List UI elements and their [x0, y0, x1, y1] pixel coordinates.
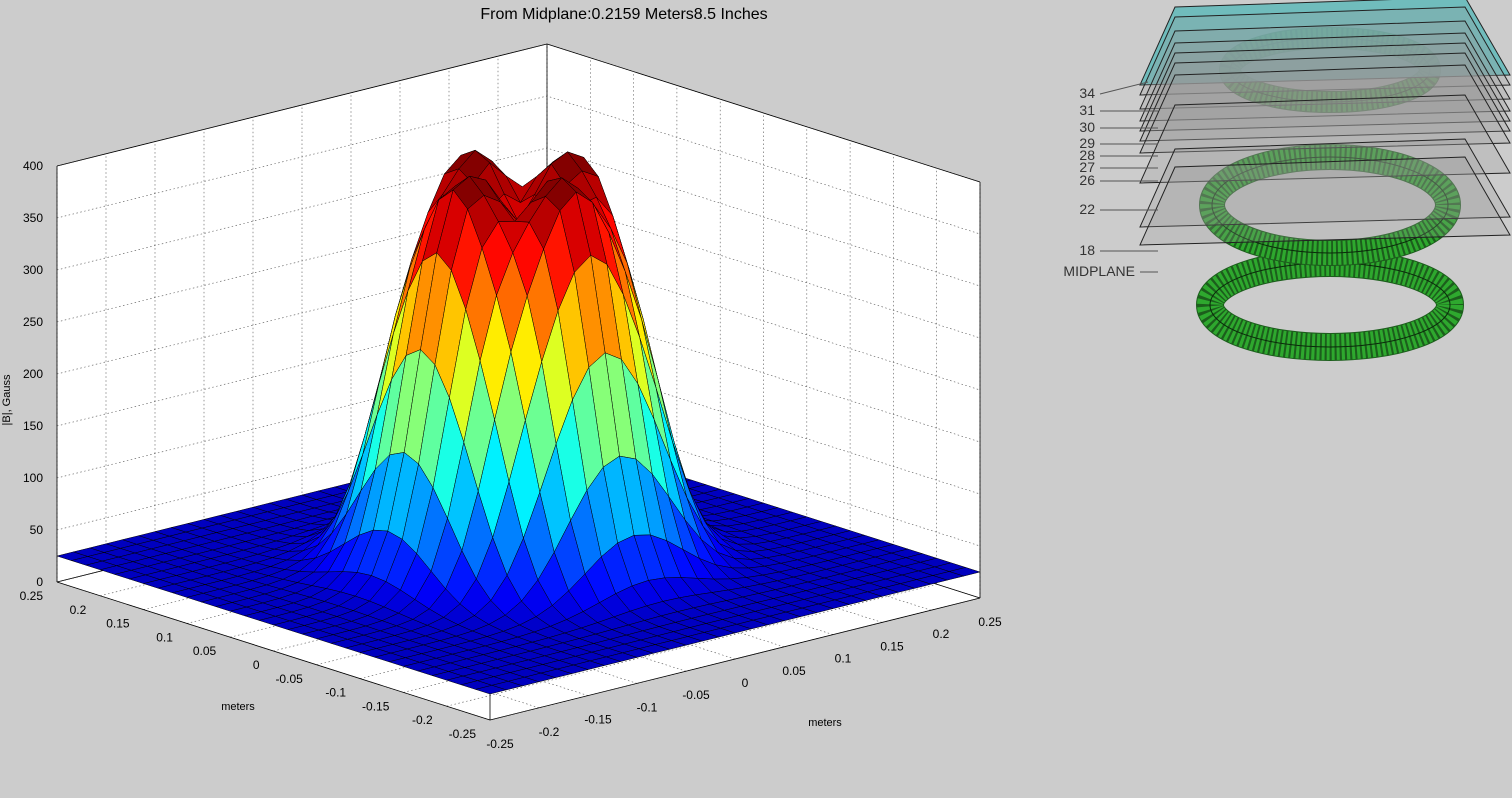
- z-tick-label: 300: [23, 263, 43, 277]
- x-tick-label: -0.05: [682, 688, 710, 702]
- plane-label: 18: [1079, 242, 1095, 258]
- chart-title: From Midplane:0.2159 Meters8.5 Inches: [480, 6, 767, 23]
- x-tick-label: 0.05: [782, 664, 806, 678]
- plane-label: 29: [1079, 135, 1095, 151]
- x-tick-label: 0.25: [978, 615, 1002, 629]
- x-tick-label: -0.15: [584, 713, 612, 727]
- measurement-plane: [1139, 42, 1511, 132]
- z-tick-label: 200: [23, 367, 43, 381]
- measurement-plane: [1139, 0, 1511, 86]
- x-tick-label: 0.1: [835, 652, 852, 666]
- measurement-plane: [1139, 64, 1511, 154]
- z-axis-label: |B|, Gauss: [1, 374, 13, 425]
- plane-label: 34: [1079, 85, 1095, 101]
- y-tick-label: 0.2: [70, 603, 87, 617]
- y-tick-label: -0.1: [325, 686, 346, 700]
- x-tick-label: 0: [742, 676, 749, 690]
- plane-label: 28: [1079, 147, 1095, 163]
- x-tick-label: -0.1: [637, 700, 658, 714]
- z-tick-label: 100: [23, 471, 43, 485]
- z-tick-label: 350: [23, 211, 43, 225]
- y-axis-label: meters: [221, 701, 255, 713]
- z-tick-label: 250: [23, 315, 43, 329]
- y-tick-label: 0.05: [193, 644, 217, 658]
- plane-label: 27: [1079, 159, 1095, 175]
- surface-mesh: [56, 149, 981, 695]
- measurement-plane: [1139, 156, 1511, 246]
- x-tick-label: -0.2: [539, 725, 560, 739]
- measurement-plane: [1139, 20, 1511, 110]
- measurement-planes: [1139, 0, 1511, 246]
- measurement-plane: [1139, 138, 1511, 228]
- axis-ticks: 0 50 100 150 200 250 300 350 400 0.25 0.2 0.15 0.1 0.…: [20, 159, 1002, 751]
- y-tick-label: 0.15: [106, 617, 130, 631]
- y-tick-label: -0.2: [412, 713, 433, 727]
- y-tick-label: 0.1: [156, 630, 173, 644]
- y-tick-label: 0: [253, 658, 260, 672]
- y-tick-label: -0.25: [449, 727, 477, 741]
- x-axis-label: meters: [808, 717, 842, 729]
- surface-plot: From Midplane:0.2159 Meters8.5 Inches 0 5…: [1, 6, 1002, 751]
- plane-label: 30: [1079, 119, 1095, 135]
- surface-face: [474, 685, 508, 695]
- x-tick-label: -0.25: [486, 737, 514, 751]
- plane-label: 31: [1079, 102, 1095, 118]
- z-tick-label: 50: [30, 523, 44, 537]
- y-tick-label: -0.05: [275, 672, 303, 686]
- measurement-plane: [1139, 52, 1511, 142]
- z-tick-label: 400: [23, 159, 43, 173]
- x-tick-label: 0.15: [880, 639, 904, 653]
- y-tick-label: -0.15: [362, 699, 390, 713]
- plane-label: 26: [1079, 172, 1095, 188]
- y-tick-label: 0.25: [20, 589, 44, 603]
- z-tick-label: 150: [23, 419, 43, 433]
- x-tick-label: 0.2: [933, 627, 950, 641]
- plane-label: 22: [1079, 201, 1095, 217]
- plane-label: MIDPLANE: [1063, 263, 1135, 279]
- measurement-plane: [1139, 94, 1511, 184]
- z-tick-label: 0: [36, 575, 43, 589]
